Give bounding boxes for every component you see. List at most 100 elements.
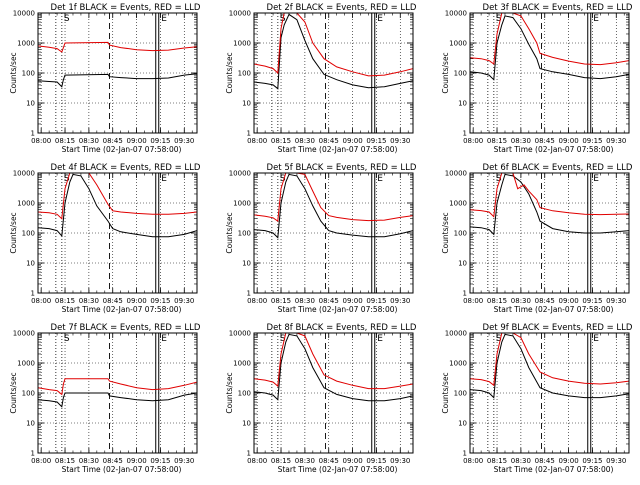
y-tick-label: 10 bbox=[242, 420, 251, 428]
y-axis-label: Counts/sec bbox=[441, 212, 450, 253]
y-tick-label: 10000 bbox=[13, 170, 35, 178]
events-series-line bbox=[470, 173, 629, 236]
y-tick-label: 10 bbox=[242, 100, 251, 108]
y-tick-label: 10 bbox=[458, 100, 467, 108]
start-label: S bbox=[280, 174, 286, 184]
y-tick-label: 10 bbox=[458, 260, 467, 268]
y-tick-label: 10 bbox=[26, 100, 35, 108]
y-axis-label: Counts/sec bbox=[441, 52, 450, 93]
x-tick-label: 08:15 bbox=[487, 297, 507, 305]
end-label: E bbox=[593, 174, 599, 184]
start-label: S bbox=[64, 334, 70, 344]
start-label: S bbox=[496, 14, 502, 24]
y-tick-label: 100 bbox=[454, 230, 467, 238]
lld-series-line bbox=[254, 333, 413, 390]
y-axis-label: Counts/sec bbox=[225, 52, 234, 93]
y-axis-label: Counts/sec bbox=[225, 212, 234, 253]
x-tick-label: 08:30 bbox=[79, 137, 99, 145]
x-tick-label: 09:15 bbox=[366, 137, 386, 145]
y-axis-label: Counts/sec bbox=[9, 372, 18, 413]
x-tick-label: 08:00 bbox=[31, 457, 51, 465]
x-tick-label: 08:15 bbox=[55, 137, 75, 145]
plot-frame bbox=[37, 332, 198, 454]
x-tick-label: 08:45 bbox=[103, 457, 123, 465]
events-series-line bbox=[470, 333, 629, 399]
x-tick-label: 08:00 bbox=[247, 137, 267, 145]
end-label: E bbox=[377, 334, 383, 344]
x-axis-label: Start Time (02-Jan-07 07:58:00) bbox=[494, 305, 614, 314]
y-tick-label: 10000 bbox=[445, 330, 467, 338]
lld-series-line bbox=[38, 41, 197, 53]
x-tick-label: 08:30 bbox=[79, 457, 99, 465]
lld-series-line bbox=[470, 173, 629, 218]
x-axis-label: Start Time (02-Jan-07 07:58:00) bbox=[278, 145, 398, 154]
x-tick-label: 08:30 bbox=[295, 457, 315, 465]
x-tick-label: 09:30 bbox=[390, 297, 410, 305]
y-tick-label: 1000 bbox=[233, 200, 251, 208]
end-label: E bbox=[593, 14, 599, 24]
x-tick-label: 09:30 bbox=[606, 137, 626, 145]
x-tick-label: 09:30 bbox=[606, 297, 626, 305]
x-tick-label: 09:00 bbox=[558, 457, 578, 465]
y-tick-label: 100 bbox=[238, 70, 251, 78]
lld-series-line bbox=[38, 173, 197, 220]
x-tick-label: 08:45 bbox=[535, 137, 555, 145]
y-tick-label: 1 bbox=[31, 130, 35, 138]
x-axis-label: Start Time (02-Jan-07 07:58:00) bbox=[62, 305, 182, 314]
y-tick-label: 1 bbox=[463, 450, 467, 458]
x-tick-label: 09:30 bbox=[174, 457, 194, 465]
x-tick-label: 09:00 bbox=[558, 297, 578, 305]
y-tick-label: 10 bbox=[242, 260, 251, 268]
x-tick-label: 08:00 bbox=[247, 297, 267, 305]
x-tick-label: 08:45 bbox=[103, 297, 123, 305]
y-tick-label: 10 bbox=[26, 260, 35, 268]
y-tick-label: 100 bbox=[238, 390, 251, 398]
events-series-line bbox=[38, 173, 197, 238]
y-tick-label: 100 bbox=[238, 230, 251, 238]
x-tick-label: 09:30 bbox=[174, 297, 194, 305]
y-tick-label: 1 bbox=[247, 450, 251, 458]
y-tick-label: 1000 bbox=[449, 40, 467, 48]
chart-title: Det 6f BLACK = Events, RED = LLD bbox=[483, 163, 633, 173]
start-label: S bbox=[280, 334, 286, 344]
chart-title: Det 5f BLACK = Events, RED = LLD bbox=[267, 163, 417, 173]
lld-series-line bbox=[470, 13, 629, 66]
y-tick-label: 100 bbox=[22, 230, 35, 238]
y-axis-label: Counts/sec bbox=[9, 52, 18, 93]
x-tick-label: 08:00 bbox=[31, 137, 51, 145]
x-tick-label: 08:15 bbox=[271, 137, 291, 145]
x-tick-label: 08:45 bbox=[535, 457, 555, 465]
plot-frame bbox=[469, 172, 630, 294]
y-tick-label: 1 bbox=[247, 290, 251, 298]
x-tick-label: 08:45 bbox=[319, 297, 339, 305]
x-tick-label: 08:45 bbox=[319, 137, 339, 145]
lld-series-line bbox=[254, 13, 413, 77]
y-tick-label: 100 bbox=[454, 70, 467, 78]
x-tick-label: 09:00 bbox=[342, 137, 362, 145]
y-tick-label: 10000 bbox=[229, 170, 251, 178]
x-tick-label: 09:30 bbox=[390, 137, 410, 145]
y-tick-label: 100 bbox=[22, 70, 35, 78]
start-label: S bbox=[496, 174, 502, 184]
plot-frame bbox=[469, 332, 630, 454]
y-tick-label: 10000 bbox=[229, 10, 251, 18]
chart-title: Det 8f BLACK = Events, RED = LLD bbox=[267, 323, 417, 333]
x-tick-label: 09:00 bbox=[342, 297, 362, 305]
y-tick-label: 1 bbox=[463, 130, 467, 138]
x-tick-label: 08:15 bbox=[487, 457, 507, 465]
y-axis-label: Counts/sec bbox=[9, 212, 18, 253]
end-label: E bbox=[377, 14, 383, 24]
x-tick-label: 08:15 bbox=[487, 137, 507, 145]
y-tick-label: 1 bbox=[31, 450, 35, 458]
y-tick-label: 10 bbox=[458, 420, 467, 428]
y-tick-label: 1 bbox=[463, 290, 467, 298]
events-series-line bbox=[254, 13, 413, 90]
x-tick-label: 08:15 bbox=[55, 297, 75, 305]
x-tick-label: 09:00 bbox=[126, 457, 146, 465]
x-tick-label: 08:00 bbox=[463, 297, 483, 305]
x-axis-label: Start Time (02-Jan-07 07:58:00) bbox=[62, 145, 182, 154]
